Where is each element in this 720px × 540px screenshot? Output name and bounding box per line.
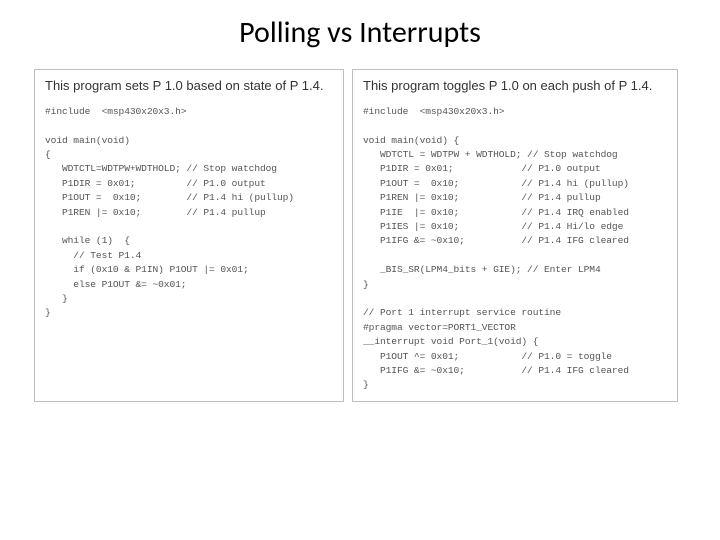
slide-title: Polling vs Interrupts [0,0,720,61]
panels-container: This program sets P 1.0 based on state o… [0,61,720,402]
right-description: This program toggles P 1.0 on each push … [363,78,667,95]
right-code: #include <msp430x20x3.h> void main(void)… [363,105,667,393]
left-description: This program sets P 1.0 based on state o… [45,78,333,95]
left-code: #include <msp430x20x3.h> void main(void)… [45,105,333,321]
left-panel: This program sets P 1.0 based on state o… [34,69,344,402]
right-panel: This program toggles P 1.0 on each push … [352,69,678,402]
